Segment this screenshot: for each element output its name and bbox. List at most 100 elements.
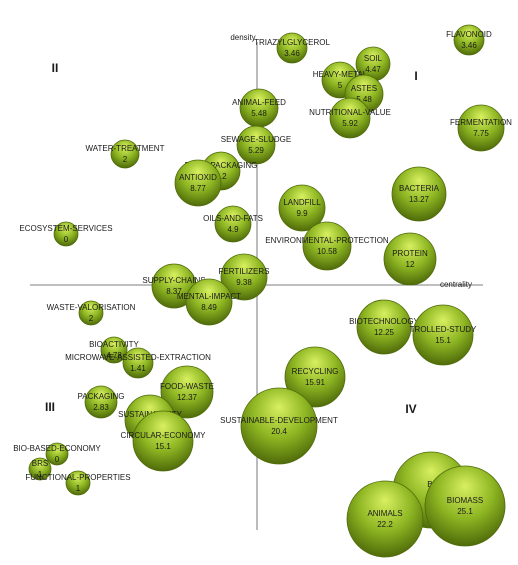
bubble-label-food-waste: FOOD-WASTE (160, 382, 214, 391)
bubble-circle-recycling (284, 346, 346, 408)
bubble-circle-animal-feed (239, 88, 279, 128)
bubble-label-heavy-metal: HEAVY-METAL (313, 70, 368, 79)
bubble-label-sustainable-development: SUSTAINABLE-DEVELOPMENT (220, 416, 338, 425)
quadrant-label-I: I (414, 69, 417, 83)
bubble-animals: ANIMALS 22.2 (346, 480, 424, 558)
bubble-circle-triazylglycerol (276, 32, 308, 64)
bubble-label-brs: BRS (32, 459, 48, 468)
bubble-label-fermentation: FERMENTATION (450, 118, 512, 127)
bubble-circle-controlled-study (412, 304, 474, 366)
bubble-oils-and-fats: OILS-AND-FATS 4.9 (203, 205, 263, 243)
bubble-value-oils-and-fats: 4.9 (227, 225, 239, 234)
bubble-label-environmental-protection: ENVIRONMENTAL-PROTECTION (265, 236, 389, 245)
bubble-label-waste-valorisation: WASTE-VALORISATION (47, 303, 136, 312)
bubble-value-protein: 12 (406, 260, 415, 269)
y-axis-label: density (230, 33, 255, 42)
bubble-circle-food-waste (160, 365, 214, 419)
bubble-label-protein: PROTEIN (392, 249, 428, 258)
bubble-value-microwave-assisted-extraction: 1.41 (130, 364, 146, 373)
bubble-circle-brs (28, 457, 52, 481)
bubble-value-soil: 4.47 (365, 65, 381, 74)
bubble-value-bioactivity: 4.78 (106, 351, 122, 360)
bubble-nutritional-value: NUTRITIONAL-VALUE 5.92 (309, 97, 391, 139)
bubble-environmental-impact: MENTAL-IMPACT 8.49 (177, 278, 241, 326)
bubble-bio-based-economy: BIO-BASED-ECONOMY 0 (13, 442, 101, 466)
bubble-label-circular-economy: CIRCULAR-ECONOMY (121, 431, 207, 440)
bubble-circle-microwave-assisted-extraction (122, 347, 154, 379)
bubble-label-biotechnology: BIOTECHNOLOGY (349, 317, 419, 326)
quadrant-label-II: II (52, 61, 59, 75)
bubble-label-soil: SOIL (364, 54, 383, 63)
bubble-bioactivity: BIOACTIVITY 4.78 (89, 336, 140, 364)
bubble-label-antioxidant: ANTIOXID (179, 173, 217, 182)
bubble-circle-animals (346, 480, 424, 558)
bubble-circle-fermentation (457, 104, 505, 152)
bubble-label-bacteria: BACTERIA (399, 184, 440, 193)
bubble-packaging: PACKAGING 2.83 (78, 385, 125, 419)
bubble-value-biotechnology: 12.25 (374, 328, 395, 337)
bubble-circular-economy: CIRCULAR-ECONOMY 15.1 (121, 410, 207, 472)
bubble-value-water-treatment: 2 (123, 155, 128, 164)
bubble-value-landfill: 9.9 (296, 209, 308, 218)
bubble-label-packaging: PACKAGING (78, 392, 125, 401)
bubble-biomass: BIOMASS 25.1 (424, 465, 506, 547)
quadrant-label-III: III (45, 400, 55, 414)
bubble-label-fertilizers: FERTILIZERS (219, 267, 270, 276)
bubble-label-bio-based-economy: BIO-BASED-ECONOMY (13, 444, 101, 453)
bubble-circle-biotechnology (356, 299, 412, 355)
bubble-value-wastes: 5.48 (356, 95, 372, 104)
bubble-circle-flavonoid (453, 24, 485, 56)
bubble-circle-antioxidant (174, 159, 222, 207)
bubble-label-environmental-impact: MENTAL-IMPACT (177, 292, 241, 301)
bubble-value-waste-valorisation: 2 (89, 314, 94, 323)
bubble-value-bio-based-economy: 0 (55, 455, 60, 464)
bubble-label-microwave-assisted-extraction: MICROWAVE-ASSISTED-EXTRACTION (65, 353, 211, 362)
bubble-label-biomass: BIOMASS (447, 496, 483, 505)
bubble-value-fertilizers: 9.38 (236, 278, 252, 287)
bubble-value-biomass: 25.1 (457, 507, 473, 516)
bubble-fertilizers: FERTILIZERS 9.38 (219, 253, 270, 301)
bubble-layer: TRIAZYLGLYCEROL 3.46 FLAVONOID 3.46 SOIL 4.47… (13, 24, 512, 558)
bubble-circle-bacteria (391, 166, 447, 222)
bubble-label-controlled-study: TROLLED-STUDY (410, 325, 477, 334)
bubble-circle-nutritional-value (329, 97, 371, 139)
bubble-value-food-waste: 12.37 (177, 393, 198, 402)
bubble-value-nutritional-value: 5.92 (342, 119, 358, 128)
bubble-food-waste: FOOD-WASTE 12.37 (160, 365, 214, 419)
bubble-label-oils-and-fats: OILS-AND-FATS (203, 214, 263, 223)
bubble-value-heavy-metal: 5 (338, 81, 343, 90)
bubble-antioxidant: ANTIOXID 8.77 (174, 159, 222, 207)
bubble-label-recycling: RECYCLING (292, 367, 339, 376)
bubble-value-food-packaging: 5.2 (215, 172, 227, 181)
bubble-circle-sustainable-development (240, 387, 318, 465)
bubble-value-controlled-study: 15.1 (435, 336, 451, 345)
bubble-water-treatment: WATER-TREATMENT 2 (86, 139, 165, 169)
bubble-value-packaging: 2.83 (93, 403, 109, 412)
bubble-circle-water-treatment (110, 139, 140, 169)
bubble-protein: PROTEIN 12 (383, 232, 437, 286)
bubble-label-landfill: LANDFILL (283, 198, 321, 207)
bubble-triazylglycerol: TRIAZYLGLYCEROL 3.46 (254, 32, 330, 64)
bubble-value-ecosystem-services: 0 (64, 235, 69, 244)
bubble-value-recycling: 15.91 (305, 378, 326, 387)
bubble-value-supply-chains: 8.37 (166, 287, 182, 296)
bubble-label-food-packaging: FOOD-PACKAGING (185, 161, 258, 170)
bubble-circle-bio-based-economy (45, 442, 69, 466)
bubble-circle-landfill (278, 184, 326, 232)
bubble-label-bioactivity: BIOACTIVITY (89, 340, 139, 349)
bubble-value-flavonoid: 3.46 (461, 41, 477, 50)
bubble-label-animals: ANIMALS (367, 509, 402, 518)
bubble-recycling: RECYCLING 15.91 (284, 346, 346, 408)
bubble-value-animals: 22.2 (377, 520, 393, 529)
bubble-value-brs: 1 (38, 470, 43, 479)
bubble-bacteria: BACTERIA 13.27 (391, 166, 447, 222)
bubble-value-triazylglycerol: 3.46 (284, 49, 300, 58)
bubble-animal-feed: ANIMAL-FEED 5.48 (232, 88, 286, 128)
bubble-label-water-treatment: WATER-TREATMENT (86, 144, 165, 153)
bubble-brs: BRS 1 (28, 457, 52, 481)
bubble-label-flavonoid: FLAVONOID (446, 30, 492, 39)
bubble-value-animal-feed: 5.48 (251, 109, 267, 118)
quadrant-label-IV: IV (405, 402, 416, 416)
